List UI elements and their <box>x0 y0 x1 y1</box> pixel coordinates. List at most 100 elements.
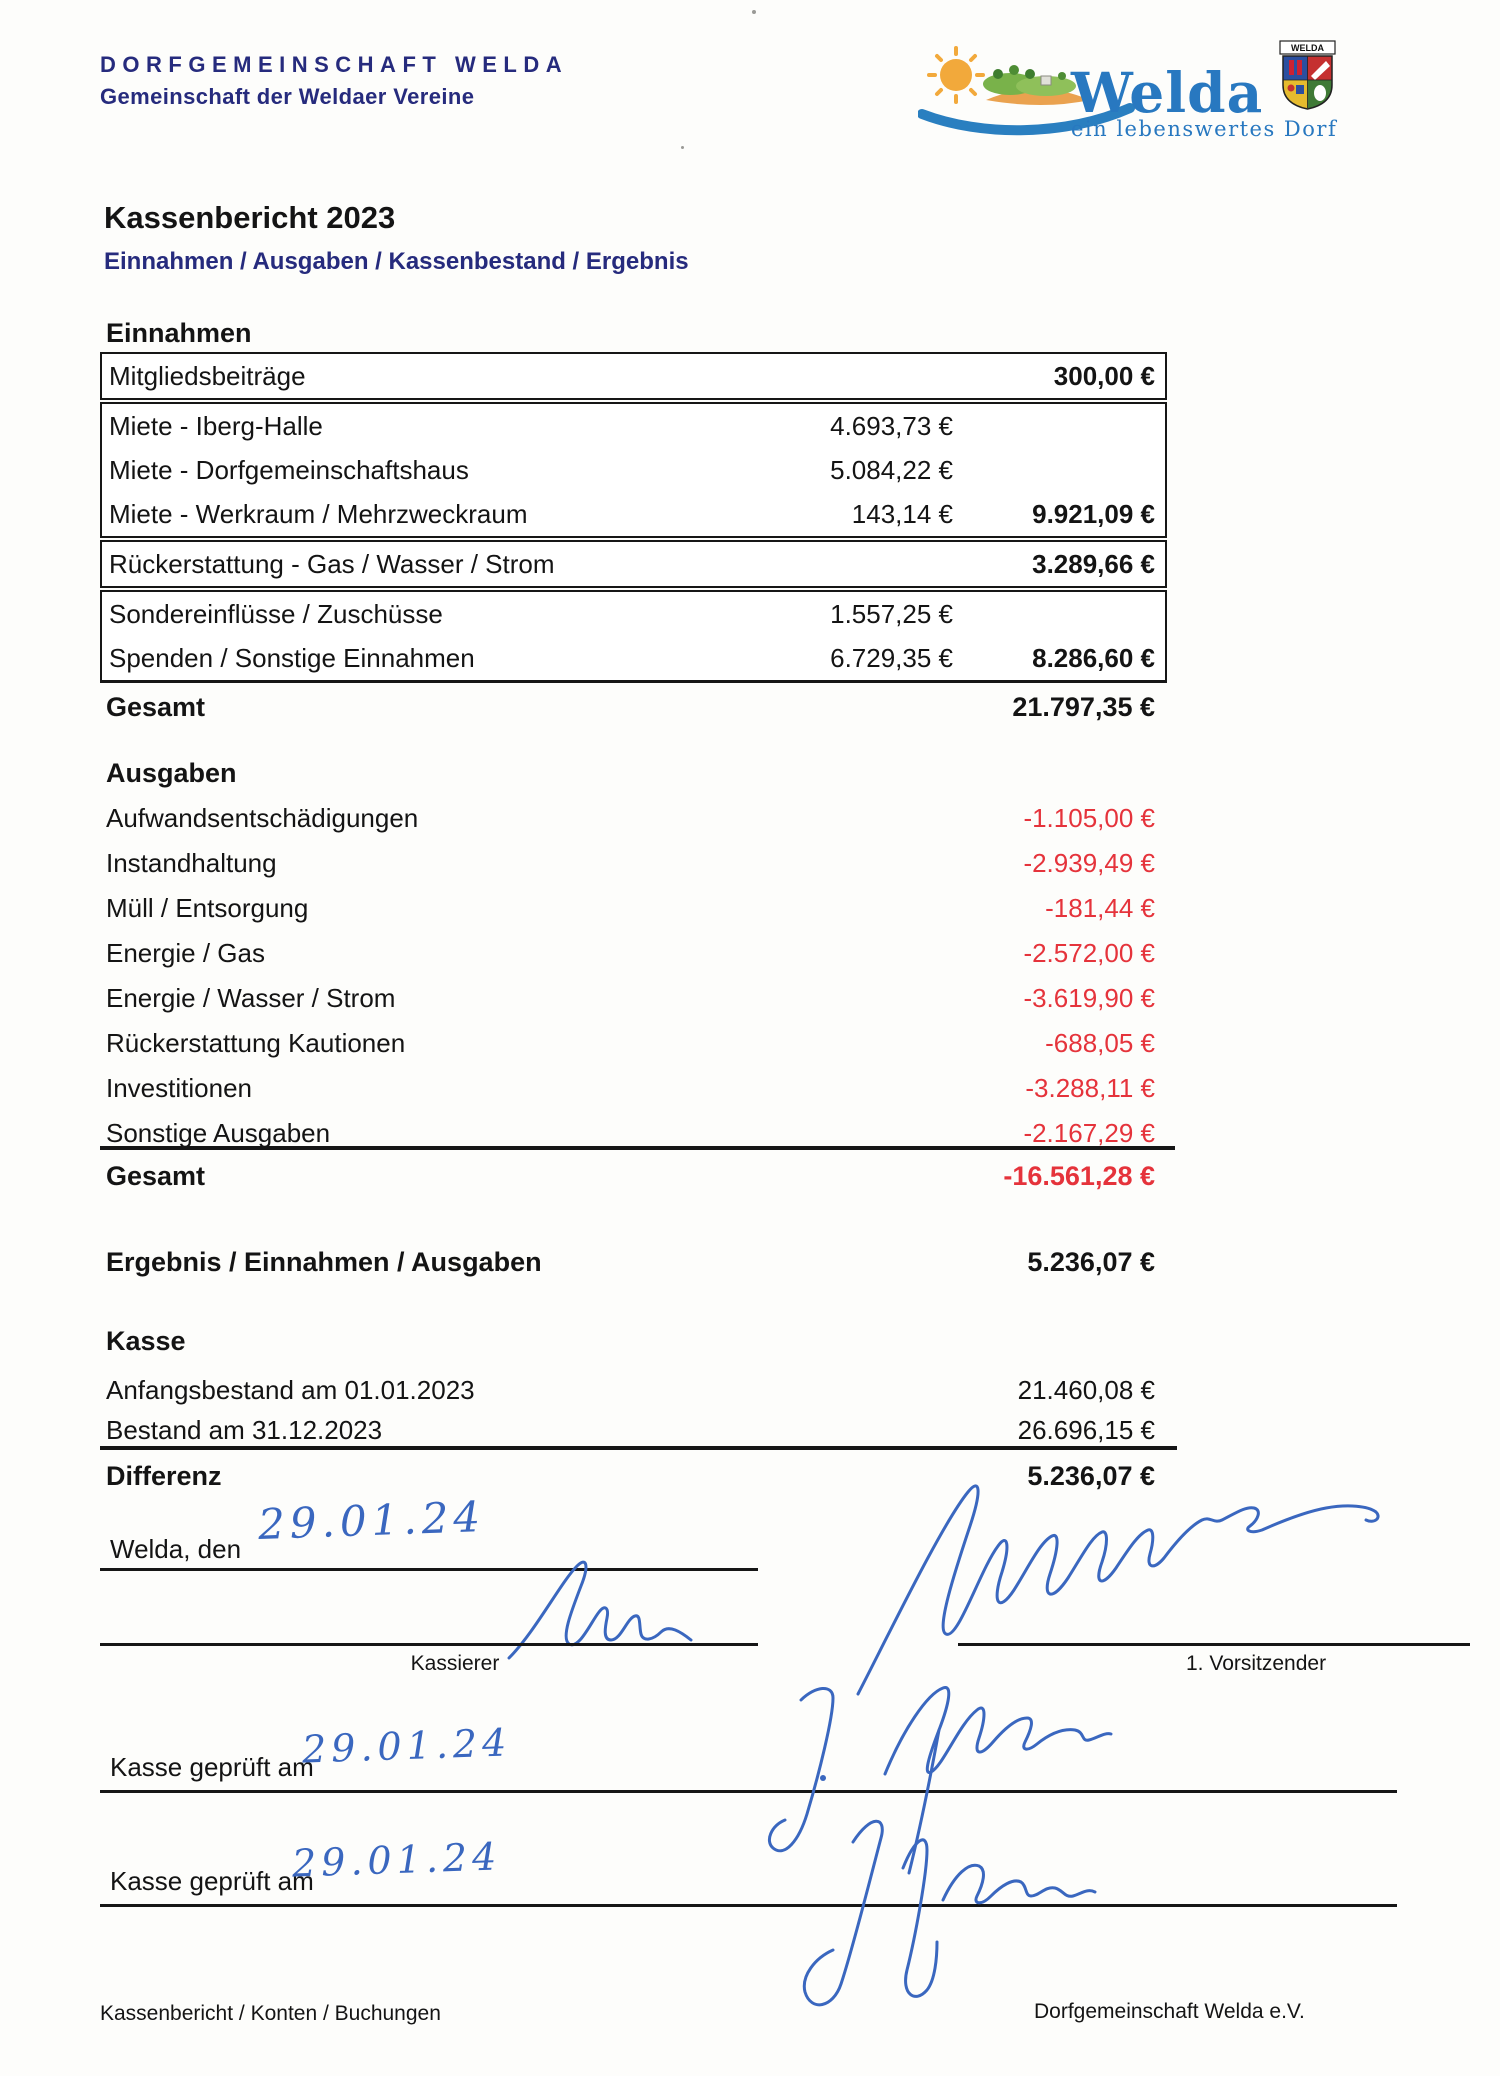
handwritten-date: 29.01.24 <box>291 1834 502 1886</box>
kasse-value: 26.696,15 € <box>1017 1414 1155 1445</box>
row-label: Rückerstattung - Gas / Wasser / Strom <box>109 548 555 579</box>
table-row: Rückerstattung - Gas / Wasser / Strom 3.… <box>102 542 1165 586</box>
kasse-label: Anfangsbestand am 01.01.2023 <box>106 1374 475 1405</box>
differenz-value: 5.236,07 € <box>1027 1460 1155 1491</box>
expense-label: Sonstige Ausgaben <box>106 1118 331 1148</box>
vorsitzender-label: 1. Vorsitzender <box>1186 1652 1327 1675</box>
kasse-list: Anfangsbestand am 01.01.2023 21.460,08 €… <box>100 1370 1167 1450</box>
table-row: Spenden / Sonstige Einnahmen 6.729,35 € … <box>102 636 1165 680</box>
kasse-value: 21.460,08 € <box>1017 1374 1155 1405</box>
row-label: Spenden / Sonstige Einnahmen <box>109 642 475 673</box>
expense-label: Rückerstattung Kautionen <box>106 1028 406 1058</box>
list-item: Anfangsbestand am 01.01.2023 21.460,08 € <box>100 1370 1167 1410</box>
list-item: Bestand am 31.12.2023 26.696,15 € <box>100 1410 1167 1450</box>
signature-line <box>100 1790 1397 1793</box>
place-date-label: Welda, den <box>110 1534 242 1564</box>
footer-right: Dorfgemeinschaft Welda e.V. <box>1034 2000 1305 2023</box>
list-item: Investitionen -3.288,11 € <box>100 1066 1167 1111</box>
signature-line <box>100 1568 758 1571</box>
row-subamount: 143,14 € <box>851 498 953 529</box>
row-total: 8.286,60 € <box>1032 642 1155 673</box>
row-label: Miete - Werkraum / Mehrzweckraum <box>109 498 528 529</box>
list-item: Energie / Wasser / Strom -3.619,90 € <box>100 976 1167 1021</box>
row-subamount: 5.084,22 € <box>830 454 953 485</box>
handwritten-date: 29.01.24 <box>301 1720 512 1772</box>
gesamt-label: Gesamt <box>106 1160 206 1191</box>
signature-line <box>958 1643 1470 1646</box>
org-subtitle: Gemeinschaft der Weldaer Vereine <box>100 84 475 109</box>
row-label: Miete - Dorfgemeinschaftshaus <box>109 454 469 485</box>
ausgaben-heading: Ausgaben <box>106 758 237 788</box>
einnahmen-box: Miete - Iberg-Halle 4.693,73 € Miete - D… <box>100 402 1167 538</box>
row-label: Mitgliedsbeiträge <box>109 360 306 391</box>
kasse-heading: Kasse <box>106 1326 186 1356</box>
logo-tagline: ein lebenswertes Dorf <box>1071 117 1338 141</box>
expense-label: Instandhaltung <box>106 848 277 878</box>
list-item: Rückerstattung Kautionen -688,05 € <box>100 1021 1167 1066</box>
page-subtitle: Einnahmen / Ausgaben / Kassenbestand / E… <box>104 248 689 275</box>
divider <box>100 1446 1177 1450</box>
table-row: Mitgliedsbeiträge 300,00 € <box>102 354 1165 398</box>
einnahmen-gesamt-row: Gesamt 21.797,35 € <box>100 690 1167 724</box>
einnahmen-box: Sondereinflüsse / Zuschüsse 1.557,25 € S… <box>100 590 1167 683</box>
einnahmen-heading: Einnahmen <box>106 318 252 348</box>
list-item: Instandhaltung -2.939,49 € <box>100 841 1167 886</box>
scan-speck <box>681 146 684 149</box>
geprueft-label: Kasse geprüft am <box>110 1752 314 1782</box>
logo-wordmark: Welda <box>1070 60 1263 125</box>
expense-value: -1.105,00 € <box>1023 803 1155 833</box>
handwritten-date: 29.01.24 <box>257 1492 486 1549</box>
gesamt-value: -16.561,28 € <box>1003 1160 1155 1191</box>
table-row: Sondereinflüsse / Zuschüsse 1.557,25 € <box>102 592 1165 636</box>
einnahmen-box: Mitgliedsbeiträge 300,00 € <box>100 352 1167 400</box>
logo-swoosh <box>918 103 1135 136</box>
logo-landscape <box>983 65 1090 105</box>
pruefer-signature <box>802 1819 1097 2007</box>
gesamt-value: 21.797,35 € <box>1012 691 1155 722</box>
list-item: Sonstige Ausgaben -2.167,29 € <box>100 1111 1167 1156</box>
ergebnis-row: Ergebnis / Einnahmen / Ausgaben 5.236,07… <box>100 1244 1167 1280</box>
kassierer-signature <box>507 1560 693 1660</box>
table-row: Miete - Werkraum / Mehrzweckraum 143,14 … <box>102 492 1165 536</box>
row-subamount: 6.729,35 € <box>830 642 953 673</box>
einnahmen-box: Rückerstattung - Gas / Wasser / Strom 3.… <box>100 540 1167 588</box>
list-item: Energie / Gas -2.572,00 € <box>100 931 1167 976</box>
list-item: Aufwandsentschädigungen -1.105,00 € <box>100 796 1167 841</box>
expense-label: Energie / Wasser / Strom <box>106 983 396 1013</box>
kasse-label: Bestand am 31.12.2023 <box>106 1414 383 1445</box>
differenz-row: Differenz 5.236,07 € <box>100 1458 1167 1494</box>
vorsitzender-signature <box>856 1484 1380 1696</box>
row-label: Sondereinflüsse / Zuschüsse <box>109 598 443 629</box>
expense-label: Müll / Entsorgung <box>106 893 309 923</box>
logo-sun-icon <box>927 46 985 104</box>
welda-crest-icon: WELDA <box>1279 40 1336 110</box>
einnahmen-table: Mitgliedsbeiträge 300,00 € Miete - Iberg… <box>100 352 1167 685</box>
expense-label: Energie / Gas <box>106 938 265 968</box>
scan-speck <box>752 10 756 14</box>
kassierer-label: Kassierer <box>410 1652 500 1675</box>
divider <box>100 1146 1175 1150</box>
expense-value: -688,05 € <box>1045 1028 1155 1058</box>
crest-banner-label: WELDA <box>1291 43 1324 53</box>
ausgaben-gesamt-row: Gesamt -16.561,28 € <box>100 1158 1167 1194</box>
ausgaben-list: Aufwandsentschädigungen -1.105,00 € Inst… <box>100 796 1167 1156</box>
row-total: 300,00 € <box>1053 360 1155 391</box>
row-subamount: 1.557,25 € <box>830 598 953 629</box>
expense-label: Investitionen <box>106 1073 252 1103</box>
expense-value: -2.572,00 € <box>1023 938 1155 968</box>
expense-value: -2.939,49 € <box>1023 848 1155 878</box>
expense-value: -3.619,90 € <box>1023 983 1155 1013</box>
footer-left: Kassenbericht / Konten / Buchungen <box>100 2002 441 2025</box>
table-row: Miete - Iberg-Halle 4.693,73 € <box>102 404 1165 448</box>
row-subamount: 4.693,73 € <box>830 410 953 441</box>
table-row: Miete - Dorfgemeinschaftshaus 5.084,22 € <box>102 448 1165 492</box>
geprueft-label: Kasse geprüft am <box>110 1866 314 1896</box>
ergebnis-label: Ergebnis / Einnahmen / Ausgaben <box>106 1246 542 1277</box>
ergebnis-value: 5.236,07 € <box>1027 1246 1155 1277</box>
signature-line <box>100 1904 1397 1907</box>
expense-label: Aufwandsentschädigungen <box>106 803 419 833</box>
row-total: 3.289,66 € <box>1032 548 1155 579</box>
expense-value: -181,44 € <box>1045 893 1155 923</box>
differenz-label: Differenz <box>106 1460 222 1491</box>
